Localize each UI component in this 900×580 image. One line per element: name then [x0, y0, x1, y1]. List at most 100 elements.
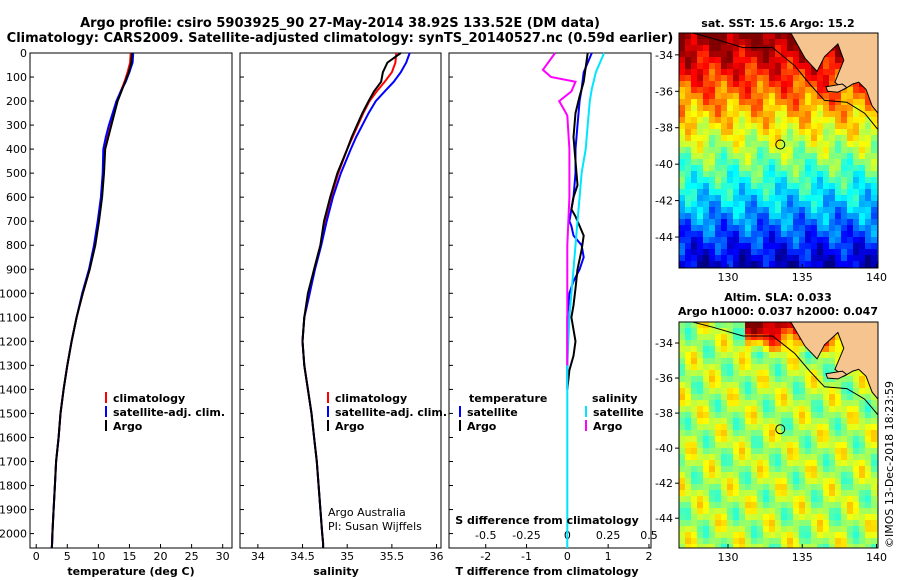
map-cell — [847, 526, 853, 532]
map-cell — [841, 514, 847, 520]
map-cell — [703, 63, 709, 69]
map-cell — [793, 424, 799, 430]
map-cell — [817, 129, 823, 135]
map-cell — [871, 400, 877, 406]
map-cell — [727, 141, 733, 147]
map-cell — [721, 352, 727, 358]
map-cell — [787, 117, 793, 123]
map-cell — [781, 105, 787, 111]
map-cell — [841, 496, 847, 502]
map-cell — [799, 382, 805, 388]
map-cell — [703, 346, 709, 352]
map-cell — [715, 45, 721, 51]
map-cell — [835, 99, 841, 105]
map-cell — [871, 502, 877, 508]
map-cell — [709, 69, 715, 75]
map-cell — [691, 189, 697, 195]
map-cell — [769, 111, 775, 117]
map-cell — [685, 147, 691, 153]
map-cell — [775, 424, 781, 430]
map-cell — [685, 448, 691, 454]
figure-title-line2: Climatology: CARS2009. Satellite-adjuste… — [7, 31, 674, 46]
map-cell — [733, 496, 739, 502]
map-cell — [727, 93, 733, 99]
map-cell — [763, 496, 769, 502]
map-cell — [709, 346, 715, 352]
map-cell — [739, 117, 745, 123]
map-cell — [829, 490, 835, 496]
map-cell — [679, 213, 685, 219]
map-cell — [685, 376, 691, 382]
map-cell — [691, 45, 697, 51]
map-cell — [709, 153, 715, 159]
map-cell — [727, 87, 733, 93]
map-cell — [715, 364, 721, 370]
map-cell — [799, 243, 805, 249]
map-cell — [715, 147, 721, 153]
map-cell — [847, 153, 853, 159]
map-cell — [853, 484, 859, 490]
map-cell — [715, 189, 721, 195]
map-cell — [799, 63, 805, 69]
map-cell — [691, 406, 697, 412]
map-cell — [715, 153, 721, 159]
map-cell — [745, 340, 751, 346]
sla-map-frame — [678, 321, 879, 549]
map-cell — [751, 75, 757, 81]
map-cell — [697, 69, 703, 75]
map-cell — [841, 424, 847, 430]
map-cell — [751, 147, 757, 153]
map-cell — [853, 117, 859, 123]
map-cell — [757, 69, 763, 75]
map-cell — [793, 177, 799, 183]
map-cell — [715, 165, 721, 171]
map-cell — [733, 418, 739, 424]
map-cell — [817, 388, 823, 394]
map-cell — [679, 63, 685, 69]
map-cell — [811, 237, 817, 243]
map-cell — [691, 213, 697, 219]
map-cell — [847, 243, 853, 249]
map-cell — [733, 514, 739, 520]
map-cell — [721, 117, 727, 123]
map-cell — [745, 111, 751, 117]
map-cell — [871, 219, 877, 225]
map-cell — [811, 406, 817, 412]
map-cell — [733, 219, 739, 225]
map-cell — [733, 201, 739, 207]
map-cell — [793, 117, 799, 123]
map-cell — [775, 520, 781, 526]
map-cell — [703, 544, 709, 548]
map-cell — [703, 334, 709, 340]
map-cell — [823, 219, 829, 225]
map-cell — [727, 430, 733, 436]
map-cell — [745, 159, 751, 165]
map-cell — [697, 219, 703, 225]
map-cell — [799, 195, 805, 201]
map-cell — [769, 135, 775, 141]
map-cell — [799, 448, 805, 454]
map-cell — [835, 400, 841, 406]
map-cell — [769, 466, 775, 472]
map-cell — [745, 153, 751, 159]
map-cell — [685, 39, 691, 45]
map-cell — [817, 454, 823, 460]
map-cell — [703, 39, 709, 45]
map-cell — [685, 177, 691, 183]
map-cell — [769, 195, 775, 201]
map-cell — [679, 159, 685, 165]
map-cell — [769, 243, 775, 249]
map-cell — [853, 412, 859, 418]
map-cell — [847, 249, 853, 255]
map-cell — [853, 520, 859, 526]
map-cell — [805, 93, 811, 99]
map-cell — [865, 153, 871, 159]
map-cell — [721, 394, 727, 400]
x-tick-label: 30 — [216, 550, 230, 563]
map-cell — [715, 249, 721, 255]
map-cell — [805, 243, 811, 249]
map-cell — [859, 111, 865, 117]
map-cell — [715, 484, 721, 490]
map-cell — [823, 99, 829, 105]
map-cell — [829, 189, 835, 195]
